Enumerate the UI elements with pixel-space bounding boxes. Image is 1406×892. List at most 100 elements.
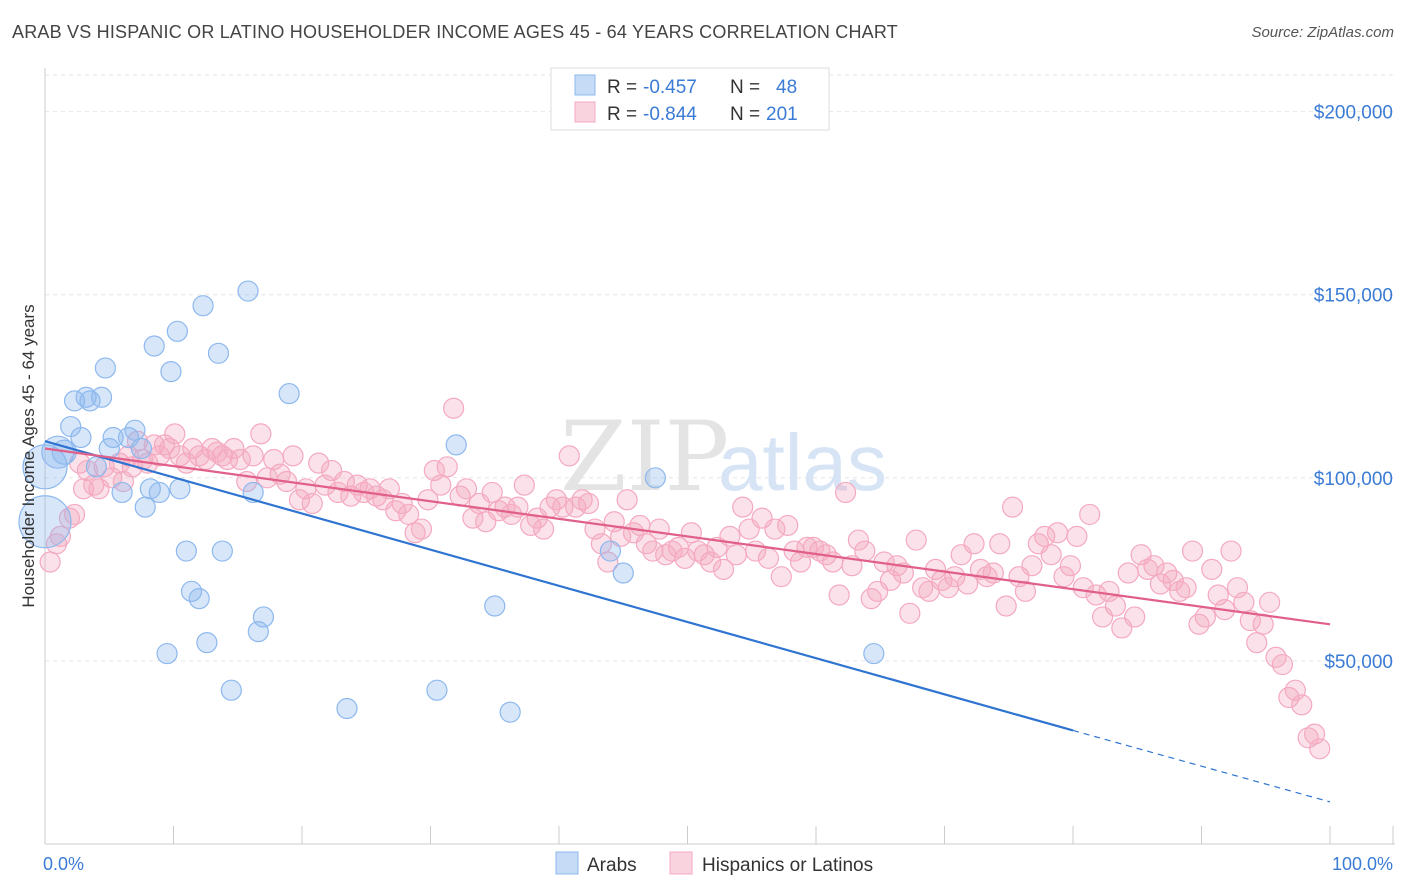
watermark-atlas: atlas [718,418,887,507]
point-hispanic [847,529,870,551]
point-hispanic [164,423,186,445]
point-arabs [111,481,133,504]
point-hispanic [532,518,555,540]
point-hispanic [1239,610,1261,632]
point-arabs [63,390,86,412]
point-hispanic [834,481,857,504]
y-tick-label: $150,000 [1314,286,1393,307]
point-hispanic [571,489,593,511]
y-tick-label: $200,000 [1314,103,1393,124]
watermark: ZIP atlas [560,401,887,513]
point-hispanic [1072,577,1094,599]
point-hispanic [552,496,574,518]
point-hispanic [1252,613,1274,635]
point-arabs [160,361,182,383]
watermark-zip: ZIP [560,401,729,513]
point-hispanic [1169,580,1191,602]
bottom-legend: Arabs Hispanics or Latinos [555,851,873,876]
bottom-legend-swatch-arabs [555,851,579,875]
point-hispanic [39,551,61,573]
point-hispanic [577,492,600,515]
legend-row-arabs: R = -0.457 N = 48 [574,74,797,98]
bottom-legend-label-arabs: Arabs [587,855,637,876]
point-hispanic [732,496,754,518]
point-hispanic [1175,577,1197,599]
legend-swatch-hispanics [574,101,596,123]
point-arabs [180,580,203,602]
legend-n-value: 201 [766,104,798,125]
point-hispanic [1259,591,1281,613]
point-hispanic [764,518,786,540]
series-hispanics-or-latinos [39,397,1331,760]
point-hispanic [301,492,323,515]
y-tick-labels: $200,000 $150,000 $100,000 $50,000 [1314,103,1393,673]
point-hispanic [841,555,863,577]
point-arabs [426,679,448,701]
point-hispanic [188,445,210,467]
point-hispanic [216,448,239,471]
point-arabs [599,540,622,562]
point-hispanic [1124,606,1146,628]
legend: R = -0.457 N = 48 R = -0.844 N = 201 [550,67,830,131]
legend-n-label: N = [730,77,760,98]
point-arabs [484,595,506,617]
point-hispanic [712,558,735,580]
point-hispanic [229,448,251,471]
bottom-legend-label-hispanics: Hispanics or Latinos [702,855,873,876]
point-hispanic [242,445,264,467]
point-arabs [124,419,146,441]
point-arabs [85,456,108,478]
point-arabs [166,320,188,342]
point-hispanic [1149,573,1171,595]
x-tick-label-max: 100.0% [1332,854,1393,874]
point-arabs [130,437,152,460]
point-hispanic [1117,562,1139,584]
point-hispanic [905,529,927,551]
point-hispanic [455,478,478,500]
x-tick-label-min: 0.0% [43,854,84,874]
y-axis-label: Householder Income Ages 45 - 64 years [19,304,38,607]
point-hispanic [642,540,664,562]
point-hispanic [1002,496,1024,518]
point-hispanic [828,584,850,606]
point-hispanic [1014,580,1037,602]
trend-line-hispanic [44,447,1331,626]
point-arabs [156,642,178,665]
point-arabs [79,390,101,412]
point-hispanic [854,540,876,562]
point-arabs [90,386,113,408]
point-hispanic [1066,525,1088,548]
point-hispanic [282,445,304,467]
point-hispanic [892,562,914,584]
point-arabs [22,444,68,490]
trend-lines [44,440,1331,803]
point-hispanic [661,540,683,562]
point-hispanic [757,547,780,569]
point-arabs [644,467,666,489]
point-hispanic [1085,584,1107,606]
point-hispanic [912,577,934,599]
legend-row-hispanics: R = -0.844 N = 201 [574,101,798,125]
chart-source: Source: ZipAtlas.com [1251,24,1394,41]
point-hispanic [1309,738,1331,760]
point-arabs [148,481,170,504]
point-hispanic [1079,503,1101,526]
point-arabs [196,631,218,654]
point-hispanic [410,518,433,540]
point-arabs [102,426,124,449]
point-arabs [220,679,242,701]
point-hispanic [1233,591,1255,613]
point-hispanic [725,544,747,566]
point-arabs [188,588,210,610]
point-hispanic [308,452,330,474]
point-arabs [143,335,165,357]
point-hispanic [1201,558,1223,580]
point-hispanic [436,456,458,478]
chart-title: ARAB VS HISPANIC OR LATINO HOUSEHOLDER I… [12,22,898,42]
point-hispanic [648,518,670,540]
legend-r-value: -0.844 [643,104,697,125]
point-hispanic [63,503,86,526]
point-hispanic [1291,694,1313,716]
point-hispanic [223,437,245,460]
point-hispanic [1246,631,1268,654]
